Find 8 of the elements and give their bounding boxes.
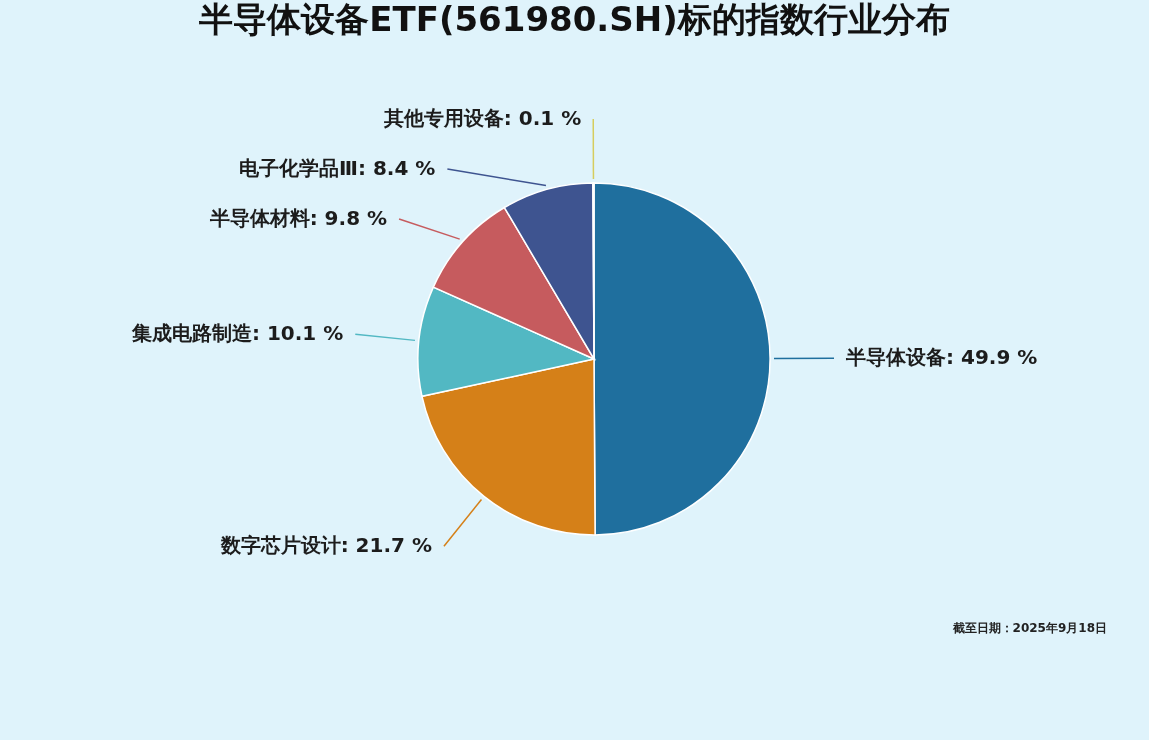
slice-label: 电子化学品Ⅲ: 8.4 % xyxy=(239,156,436,180)
slice-label: 数字芯片设计: 21.7 % xyxy=(219,533,432,558)
chart-title: 半导体设备ETF(561980.SH)标的指数行业分布 xyxy=(198,0,950,39)
slice-label: 其他专用设备: 0.1 % xyxy=(382,106,582,130)
slice-label: 半导体设备: 49.9 % xyxy=(845,345,1038,370)
slice-label: 集成电路制造: 10.1 % xyxy=(130,321,344,346)
text: 截至日期：2025年9月18日 xyxy=(951,621,1107,635)
slice-label: 半导体材料: 9.8 % xyxy=(208,206,388,230)
